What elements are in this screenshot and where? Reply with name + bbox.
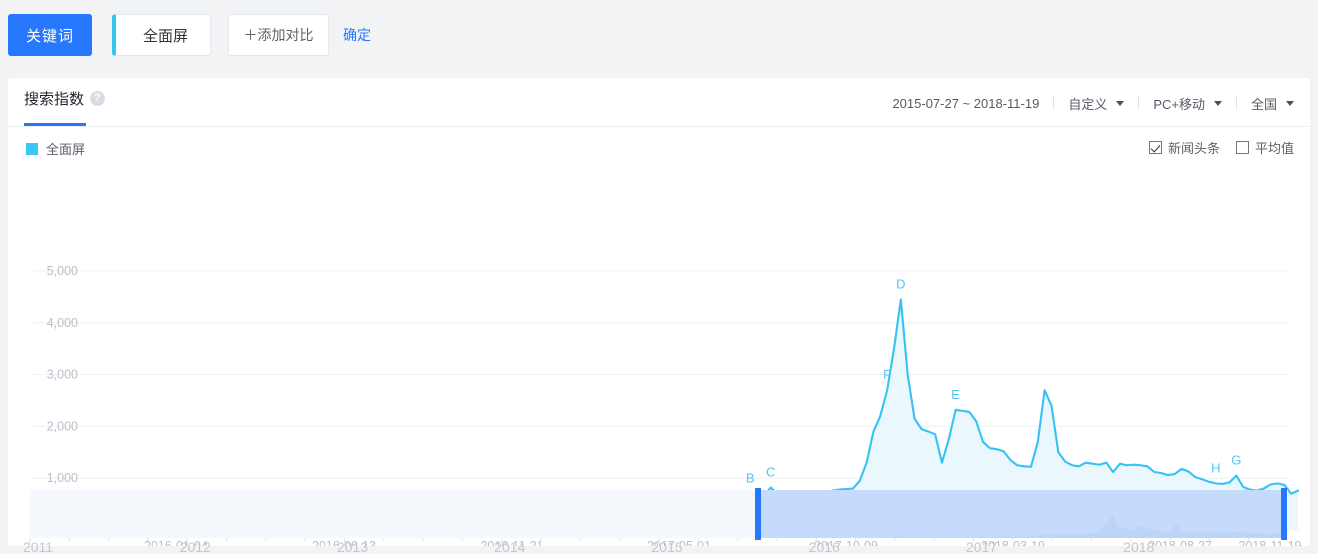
y-axis-tick-label: 3,000 [47,368,78,382]
panel-header: 搜索指数 ? 2015-07-27 ~ 2018-11-19 自定义 PC+移动… [8,78,1310,127]
chevron-down-icon [1213,100,1222,106]
chevron-down-icon [1116,100,1125,106]
toggle-news-headlines-label: 新闻头条 [1167,141,1220,156]
slider-year-label: 2017 [966,539,997,554]
slider-year-label: 2014 [494,539,525,554]
y-axis-tick-label: 2,000 [47,419,78,433]
slider-year-label: 2016 [809,539,840,554]
keyword-card-quanmianping[interactable]: 全面屏 [112,14,211,56]
x-axis-tick-label: 2018-08-27 [1148,539,1212,546]
x-axis-tick-label: 2018-11-19 [1238,539,1301,546]
dropdown-region-label: 全国 [1250,96,1277,112]
checkbox-average-value[interactable] [1235,141,1249,154]
x-axis-tick-label: 2016-11-21 [480,539,543,546]
top-toolbar: 关键词 全面屏 ＋添加对比 确定 [0,0,1318,78]
tab-search-index-label: 搜索指数 [24,91,85,108]
x-axis-tick-label: 2016-01-04 [144,539,208,546]
y-axis-tick-label: 1,000 [47,471,78,485]
dropdown-region[interactable]: 全国 [1251,94,1294,113]
annotation-marker-f[interactable]: F [883,367,891,382]
dropdown-device[interactable]: PC+移动 [1153,94,1222,113]
legend-color-swatch [26,142,38,155]
keyword-button[interactable]: 关键词 [8,14,92,56]
slider-year-label: 2013 [337,539,368,554]
tab-search-index[interactable]: 搜索指数 ? [24,88,106,109]
slider-year-label: 2015 [651,539,682,554]
checkbox-news-headlines[interactable] [1148,141,1162,154]
slider-year-label: 2011 [23,539,53,554]
legend-label: 全面屏 [46,142,86,157]
slider-year-label: 2012 [180,539,211,554]
slider-year-labels: 2011 2012 2013 2014 2015 2016 2017 2018 [23,539,1155,554]
slider-selection [755,490,1287,538]
date-range-display[interactable]: 2015-07-27 ~ 2018-11-19 [892,95,1040,111]
slider-tick-marks [29,538,1250,543]
toggle-average-value-label: 平均值 [1254,141,1294,156]
dropdown-device-label: PC+移动 [1153,96,1205,112]
slider-mini-chart [755,514,1287,538]
slider-handle-right [1281,488,1287,540]
header-controls: 2015-07-27 ~ 2018-11-19 自定义 PC+移动 全国 [892,90,1294,116]
add-compare-button[interactable]: ＋添加对比 [228,14,329,56]
annotation-marker-h[interactable]: H [1211,460,1220,475]
slider-year-label: 2018 [1123,539,1154,554]
annotation-marker-g[interactable]: G [1231,453,1241,468]
divider [1235,96,1237,110]
divider [1053,96,1055,110]
dropdown-date-preset[interactable]: 自定义 [1068,94,1125,113]
x-axis-tick-label: 2017-05-01 [647,539,711,546]
chart-area-fill [86,299,1298,530]
x-axis-tick-label: 2017-10-09 [814,539,878,546]
toggle-average-value[interactable]: 平均值 [1235,138,1294,157]
toggle-group: 新闻头条 平均值 [1148,138,1294,157]
help-icon[interactable]: ? [90,91,106,106]
search-index-panel: 搜索指数 ? 2015-07-27 ~ 2018-11-19 自定义 PC+移动… [8,78,1310,546]
confirm-button[interactable]: 确定 [343,27,371,43]
legend-item-quanmianping[interactable]: 全面屏 [26,139,85,158]
tab-active-underline [24,123,86,126]
slider-handle-left [755,488,761,540]
divider [1138,96,1140,110]
legend-row: 全面屏 新闻头条 平均值 [8,134,1310,164]
annotation-marker-e[interactable]: E [951,387,960,402]
toggle-news-headlines[interactable]: 新闻头条 [1148,138,1220,157]
chart-y-axis-labels: 5,000 4,000 3,000 2,000 1,000 [47,264,78,485]
range-slider-track[interactable]: 2011 2012 2013 2014 2015 2016 2017 2018 [8,488,1310,554]
chevron-down-icon [1286,100,1294,106]
x-axis-tick-label: 2018-03-19 [981,539,1045,546]
annotation-marker-b[interactable]: B [746,471,755,486]
range-slider[interactable]: 2011 2012 2013 2014 2015 2016 2017 2018 [8,488,1310,554]
annotation-marker-d[interactable]: D [896,276,905,291]
dropdown-date-preset-label: 自定义 [1068,96,1108,112]
y-axis-tick-label: 4,000 [47,316,78,330]
annotation-marker-c[interactable]: C [766,465,775,480]
y-axis-tick-label: 5,000 [47,264,78,278]
